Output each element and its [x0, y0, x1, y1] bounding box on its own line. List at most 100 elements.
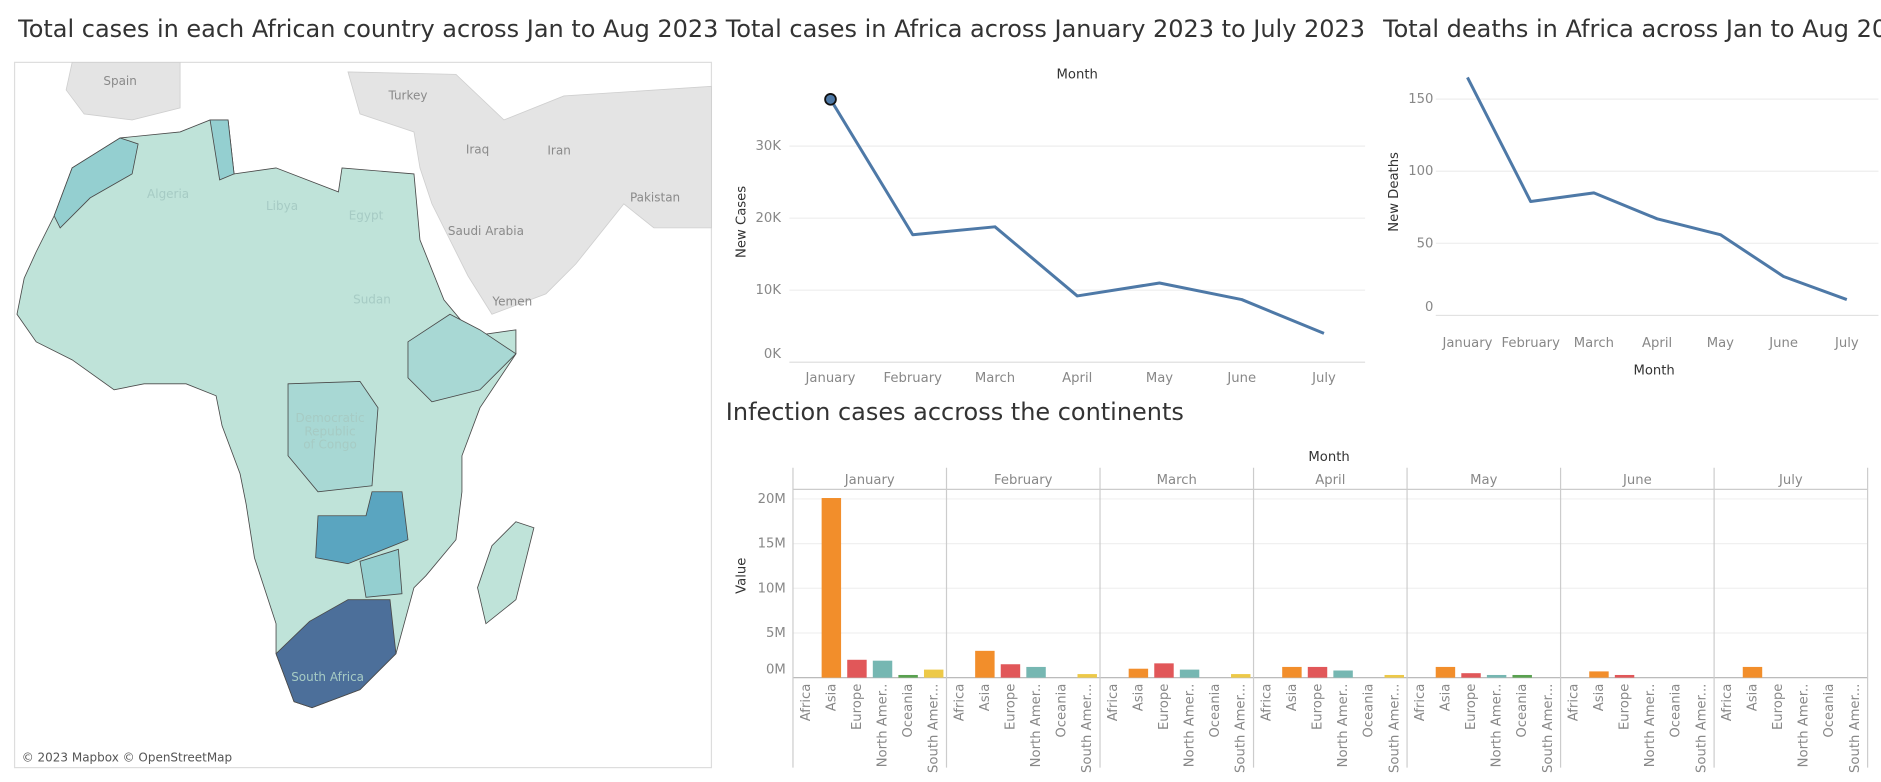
x-tick-label: February	[884, 371, 943, 386]
x-tick-label: North Amer..	[1336, 684, 1351, 768]
map-label: Turkey	[387, 88, 427, 102]
x-tick-label: Asia	[824, 684, 839, 712]
bar	[872, 660, 893, 678]
y-tick-label: 30K	[756, 139, 782, 154]
south-africa	[275, 599, 397, 709]
bar	[1026, 666, 1046, 678]
x-tick-label: North Amer..	[1490, 684, 1505, 768]
x-tick-label: January	[1441, 336, 1492, 351]
chart-title: Total cases in each African country acro…	[17, 15, 718, 43]
map-label: Sudan	[353, 292, 391, 306]
x-tick-label: April	[1062, 371, 1092, 386]
bar	[1077, 674, 1097, 678]
morocco	[53, 137, 139, 229]
x-tick-label: Europe	[1003, 684, 1018, 730]
x-tick-label: Europe	[850, 684, 865, 730]
x-tick-label: Africa	[1106, 684, 1121, 722]
x-tick-label: North Amer..	[1643, 684, 1658, 768]
bar	[898, 674, 918, 678]
y-axis-title: New Deaths	[1387, 152, 1402, 232]
x-tick-label: Asia	[1285, 684, 1300, 712]
line	[1466, 76, 1848, 301]
x-tick-label: North Amer..	[1029, 684, 1044, 768]
x-tick-label: South Amer...	[1234, 684, 1249, 773]
x-tick-label: North Amer..	[876, 684, 891, 768]
asia-land	[347, 71, 712, 315]
madagascar	[477, 521, 535, 625]
bar	[1307, 666, 1328, 678]
map-attribution: © 2023 Mapbox © OpenStreetMap	[22, 751, 232, 765]
spain-land	[65, 61, 181, 121]
x-tick-label: Oceania	[1669, 684, 1684, 738]
tunisia	[209, 119, 235, 181]
x-axis-title: Month	[1633, 364, 1674, 379]
x-tick-label: July	[1834, 336, 1859, 351]
x-tick-label: Europe	[1311, 684, 1326, 730]
drc	[287, 380, 379, 493]
facet-label: January	[844, 473, 895, 488]
facet-label: May	[1470, 473, 1497, 488]
y-tick-label: 10K	[756, 283, 782, 298]
x-tick-label: June	[1768, 336, 1798, 351]
x-tick-label: Oceania	[1822, 684, 1837, 738]
map-label: of Congo	[303, 437, 357, 451]
x-tick-label: Asia	[1592, 684, 1607, 712]
bar	[1000, 664, 1021, 678]
map-label: Iraq	[466, 142, 489, 156]
x-tick-label: Oceania	[1208, 684, 1223, 738]
map-label: South Africa	[291, 670, 364, 684]
facet-label: March	[1157, 473, 1197, 488]
bar	[1614, 674, 1635, 678]
x-tick-label: South Amer...	[1848, 684, 1863, 773]
x-tick-label: April	[1642, 336, 1672, 351]
y-tick-label: 20M	[758, 492, 786, 507]
map-label: Democratic	[295, 411, 364, 425]
x-tick-label: Europe	[1464, 684, 1479, 730]
map-label: Saudi Arabia	[448, 224, 524, 238]
zambia	[315, 491, 409, 565]
facet-label: June	[1622, 473, 1652, 488]
y-tick-label: 5M	[766, 626, 786, 641]
ethiopia	[407, 313, 517, 403]
bar	[923, 669, 944, 678]
x-axis-title: Month	[1057, 67, 1098, 82]
x-tick-label: January	[804, 371, 855, 386]
map-label: Libya	[266, 199, 298, 213]
line	[829, 98, 1325, 335]
x-tick-label: June	[1226, 371, 1256, 386]
x-tick-label: February	[1501, 336, 1560, 351]
bar	[1154, 663, 1174, 678]
x-tick-label: Africa	[952, 684, 967, 722]
x-tick-label: May	[1146, 371, 1173, 386]
x-tick-label: Oceania	[901, 684, 916, 738]
map-label: Pakistan	[630, 190, 680, 204]
bar	[1128, 668, 1149, 678]
y-axis-title: New Cases	[734, 186, 749, 258]
x-tick-label: Africa	[1566, 684, 1581, 722]
y-tick-label: 100	[1408, 164, 1433, 179]
bar	[1282, 666, 1302, 678]
y-tick-label: 15M	[758, 537, 786, 552]
x-tick-label: South Amer...	[1080, 684, 1095, 773]
x-tick-label: South Amer...	[1694, 684, 1709, 773]
chart-title: Total deaths in Africa across Jan to Aug…	[1382, 15, 1881, 43]
x-tick-label: Asia	[1438, 684, 1453, 712]
map-label: Algeria	[147, 187, 189, 201]
bar	[1512, 674, 1532, 678]
bar	[1742, 666, 1763, 678]
x-tick-label: North Amer..	[1797, 684, 1812, 768]
x-tick-label: March	[975, 371, 1015, 386]
highlight-point	[824, 93, 837, 106]
x-tick-label: Africa	[1413, 684, 1428, 722]
bar	[1179, 669, 1200, 678]
x-tick-label: South Amer...	[927, 684, 942, 773]
facet-label: July	[1778, 473, 1803, 488]
x-tick-label: Europe	[1618, 684, 1633, 730]
x-tick-label: South Amer...	[1541, 684, 1556, 773]
x-tick-label: South Amer...	[1387, 684, 1402, 773]
x-tick-label: Africa	[1720, 684, 1735, 722]
x-tick-label: North Amer..	[1183, 684, 1198, 768]
facet-label: February	[994, 473, 1053, 488]
bar	[1384, 674, 1404, 678]
